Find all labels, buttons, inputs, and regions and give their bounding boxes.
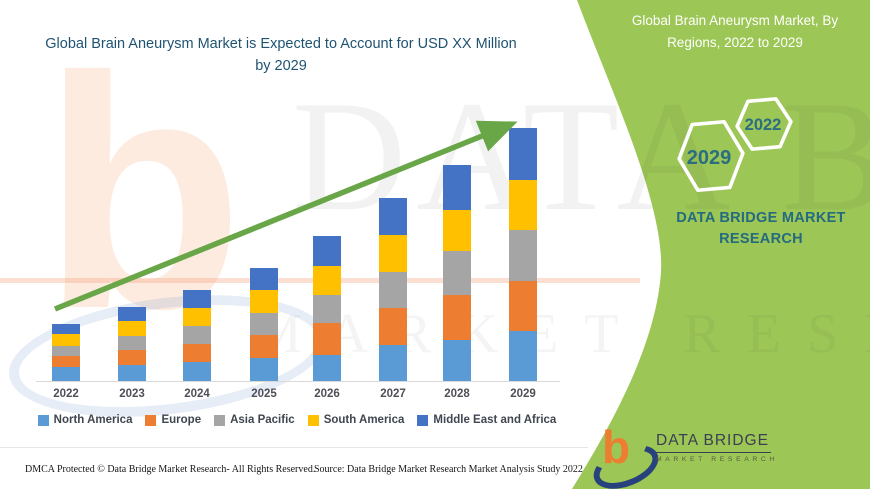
bar-segment-2022-middle-east-and-africa — [52, 324, 80, 334]
logo-b-icon: b — [602, 421, 631, 473]
bar-segment-2026-south-america — [313, 266, 341, 295]
bar-segment-2023-middle-east-and-africa — [118, 307, 146, 321]
x-axis-label-2022: 2022 — [53, 388, 79, 400]
bar-segment-2022-europe — [52, 356, 80, 367]
x-axis-label-2024: 2024 — [184, 388, 210, 400]
x-axis-label-2026: 2026 — [314, 388, 340, 400]
bar-segment-2029-north-america — [509, 331, 537, 381]
bar-segment-2028-asia-pacific — [443, 251, 471, 295]
x-axis-label-2027: 2027 — [380, 388, 406, 400]
bar-segment-2024-middle-east-and-africa — [183, 290, 211, 308]
bar-segment-2028-europe — [443, 295, 471, 340]
legend-item-asia-pacific: Asia Pacific — [214, 414, 295, 426]
bar-segment-2025-north-america — [250, 358, 278, 381]
logo-title: DATA BRIDGE — [656, 432, 771, 453]
legend-label: Asia Pacific — [230, 414, 295, 426]
bar-segment-2029-middle-east-and-africa — [509, 128, 537, 180]
bar-segment-2027-south-america — [379, 235, 407, 272]
legend-swatch-icon — [37, 414, 49, 426]
stacked-bar-2026 — [313, 236, 341, 381]
source-note: Source: Data Bridge Market Research Mark… — [314, 464, 583, 475]
bar-segment-2022-asia-pacific — [52, 346, 80, 356]
legend-label: Middle East and Africa — [433, 414, 557, 426]
bar-segment-2023-asia-pacific — [118, 336, 146, 350]
legend-swatch-icon — [307, 414, 319, 426]
panel-title: Global Brain Aneurysm Market, By Regions… — [631, 13, 839, 50]
bar-segment-2027-asia-pacific — [379, 272, 407, 308]
legend-label: South America — [323, 414, 405, 426]
x-axis-label-2029: 2029 — [510, 388, 536, 400]
x-axis-line — [36, 381, 560, 382]
dmca-notice: DMCA Protected © Data Bridge Market Rese… — [25, 464, 316, 475]
bar-segment-2023-europe — [118, 350, 146, 365]
legend-label: Europe — [161, 414, 202, 426]
brand-text: DATA BRIDGE MARKET RESEARCH — [676, 210, 846, 248]
bar-segment-2022-south-america — [52, 334, 80, 346]
bar-segment-2023-north-america — [118, 365, 146, 381]
bar-segment-2025-europe — [250, 335, 278, 358]
bar-segment-2028-north-america — [443, 340, 471, 381]
legend-item-europe: Europe — [145, 414, 201, 426]
bar-segment-2027-north-america — [379, 345, 407, 381]
bar-segment-2022-north-america — [52, 367, 80, 381]
stacked-bar-2027 — [379, 198, 407, 381]
stacked-bar-2024 — [183, 290, 211, 381]
legend-item-south-america: South America — [307, 414, 405, 426]
bar-segment-2023-south-america — [118, 321, 146, 336]
stacked-bar-2025 — [250, 268, 278, 381]
legend-swatch-icon — [417, 414, 429, 426]
stacked-bar-2029 — [509, 128, 537, 381]
x-axis-label-2028: 2028 — [444, 388, 470, 400]
bar-segment-2029-south-america — [509, 180, 537, 230]
legend-item-middle-east-and-africa: Middle East and Africa — [417, 414, 556, 426]
bar-segment-2029-asia-pacific — [509, 230, 537, 281]
bar-segment-2026-asia-pacific — [313, 295, 341, 323]
x-axis-label-2023: 2023 — [119, 388, 145, 400]
chart-legend: North America Europe Asia Pacific South Ame… — [28, 414, 566, 426]
legend-swatch-icon — [214, 414, 226, 426]
bar-segment-2025-south-america — [250, 290, 278, 313]
bar-segment-2029-europe — [509, 281, 537, 331]
bar-segment-2024-south-america — [183, 308, 211, 326]
bar-segment-2025-asia-pacific — [250, 313, 278, 335]
bar-segment-2024-north-america — [183, 362, 211, 381]
bar-segment-2025-middle-east-and-africa — [250, 268, 278, 290]
bar-segment-2028-south-america — [443, 210, 471, 251]
stacked-bar-2022 — [52, 324, 80, 381]
x-axis-label-2025: 2025 — [251, 388, 277, 400]
legend-swatch-icon — [145, 414, 157, 426]
bar-segment-2027-europe — [379, 308, 407, 345]
legend-item-north-america: North America — [37, 414, 133, 426]
stacked-bar-2023 — [118, 307, 146, 381]
logo-text-block: DATA BRIDGE MARKET RESEARCH — [656, 432, 786, 463]
bar-segment-2026-north-america — [313, 355, 341, 381]
stacked-bar-2028 — [443, 165, 471, 381]
green-panel-shape — [572, 0, 870, 489]
bar-segment-2024-europe — [183, 344, 211, 362]
logo-subtitle: MARKET RESEARCH — [656, 456, 778, 463]
legend-label: North America — [53, 414, 133, 426]
bar-segment-2026-europe — [313, 323, 341, 355]
chart-title: Global Brain Aneurysm Market is Expected… — [45, 36, 517, 75]
bar-segment-2027-middle-east-and-africa — [379, 198, 407, 235]
bar-segment-2024-asia-pacific — [183, 326, 211, 344]
bar-segment-2028-middle-east-and-africa — [443, 165, 471, 210]
bar-segment-2026-middle-east-and-africa — [313, 236, 341, 266]
footer-divider — [0, 447, 588, 448]
